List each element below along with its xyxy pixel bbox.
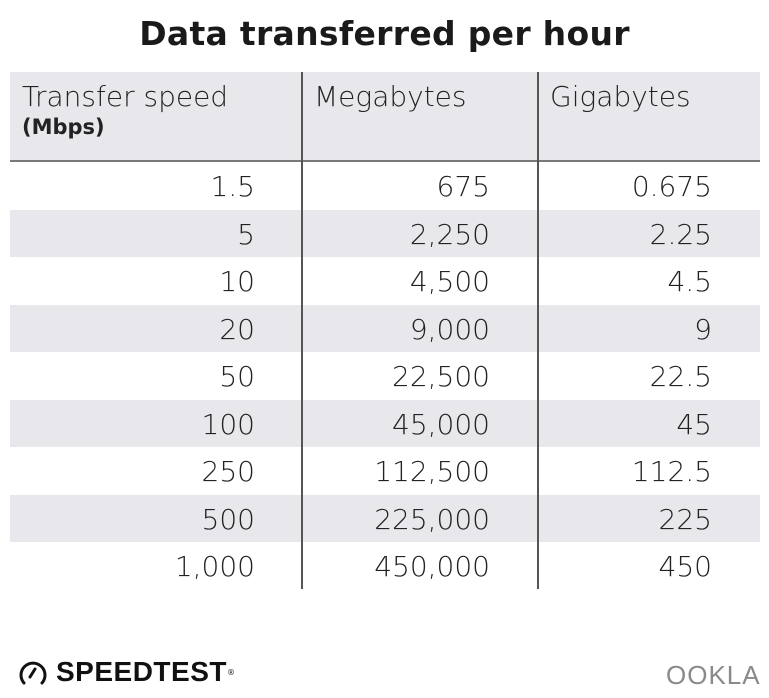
header-transfer-speed: Transfer speed (Mbps): [22, 80, 228, 139]
megabytes-cell: 45,000: [392, 407, 490, 441]
ookla-logo: OOKLA: [666, 660, 761, 690]
speed-cell: 100: [201, 407, 255, 441]
gigabytes-cell: 2.25: [649, 217, 712, 251]
speed-cell: 50: [219, 360, 255, 393]
gigabytes-cell: 4.5: [667, 265, 712, 298]
megabytes-cell: 225,000: [374, 502, 490, 536]
table-row: 50 22,500 22.5: [10, 352, 760, 400]
speed-cell: 20: [219, 312, 255, 346]
table-row: 250 112,500 112.5: [10, 447, 760, 495]
speedometer-icon: [19, 661, 47, 685]
megabytes-cell: 9,000: [409, 312, 490, 346]
gigabytes-cell: 22.5: [649, 360, 712, 393]
gigabytes-cell: 0.675: [631, 170, 712, 203]
header-megabytes: Megabytes: [314, 80, 467, 113]
megabytes-cell: 22,500: [392, 360, 490, 393]
table-row: 5 2,250 2.25: [10, 209, 760, 257]
speedtest-logo: SPEEDTEST ®: [18, 656, 235, 688]
table-row: 500 225,000 225: [10, 494, 760, 542]
speed-cell: 5: [237, 217, 255, 251]
gigabytes-cell: 450: [658, 550, 712, 583]
table-title: Data transferred per hour: [139, 14, 630, 53]
megabytes-cell: 4,500: [409, 265, 490, 298]
gigabytes-cell: 9: [694, 312, 712, 346]
megabytes-cell: 2,250: [409, 217, 490, 251]
megabytes-cell: 450,000: [374, 550, 490, 583]
speed-cell: 1,000: [174, 550, 255, 583]
gigabytes-cell: 45: [676, 407, 712, 441]
speed-cell: 10: [219, 265, 255, 298]
gigabytes-cell: 112.5: [631, 455, 712, 488]
table-row: 1,000 450,000 450: [10, 542, 760, 590]
speed-cell: 500: [201, 502, 255, 536]
gigabytes-cell: 225: [658, 502, 712, 536]
table-row: 20 9,000 9: [10, 304, 760, 352]
table-row: 1.5 675 0.675: [10, 162, 760, 210]
speed-cell: 250: [201, 455, 255, 488]
header-unit: (Mbps): [22, 115, 105, 139]
table-row: 10 4,500 4.5: [10, 257, 760, 305]
column-divider: [537, 72, 539, 589]
table-row: 100 45,000 45: [10, 399, 760, 447]
speedtest-wordmark: SPEEDTEST: [56, 656, 227, 687]
megabytes-cell: 112,500: [374, 455, 490, 488]
header-gigabytes: Gigabytes: [550, 80, 691, 113]
table-header: Transfer speed (Mbps) Megabytes Gigabyte…: [10, 72, 760, 162]
column-divider: [301, 72, 303, 589]
speed-cell: 1.5: [210, 170, 255, 203]
header-label: Transfer speed: [22, 80, 229, 113]
megabytes-cell: 675: [436, 170, 490, 203]
data-table: Transfer speed (Mbps) Megabytes Gigabyte…: [10, 72, 760, 590]
